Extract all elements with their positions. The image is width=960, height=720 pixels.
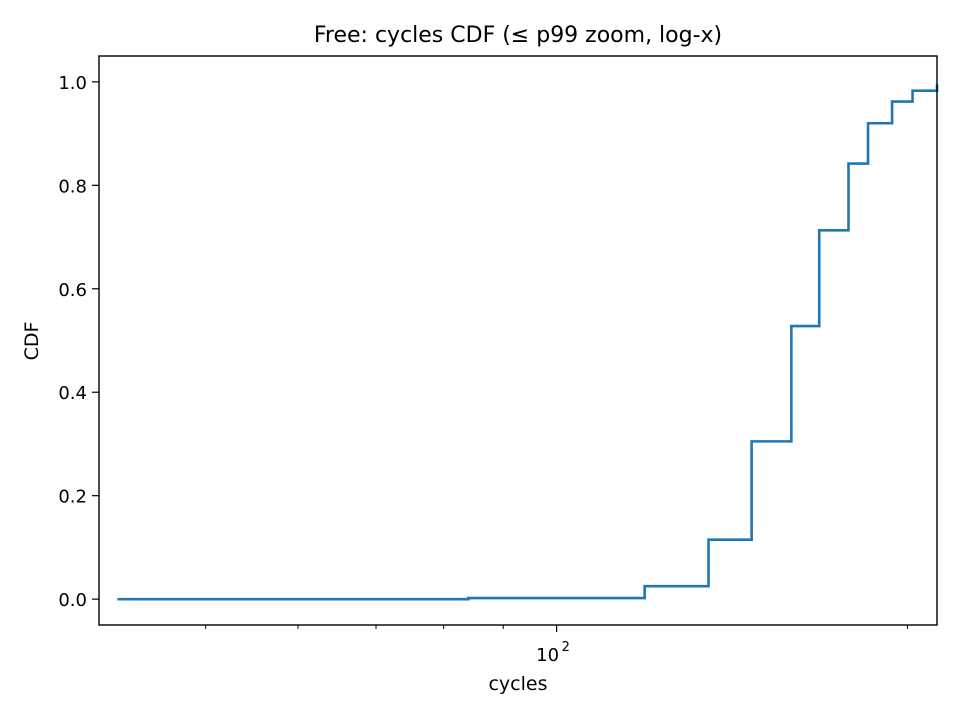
plot-frame — [98, 55, 938, 626]
y-axis-label: CDF — [21, 322, 43, 361]
y-axis-ticks: 0.0 0.2 0.4 0.6 0.8 1.0 — [58, 73, 99, 611]
y-tick-label: 0.6 — [58, 280, 87, 301]
x-tick-label-exponent: 2 — [562, 640, 570, 655]
x-axis-ticks: 10 2 — [205, 625, 909, 666]
x-axis-label: cycles — [488, 673, 547, 695]
y-tick-label: 0.4 — [58, 383, 87, 404]
series-layer — [117, 84, 939, 601]
y-tick-label: 0.8 — [58, 176, 87, 197]
y-tick-label: 0.2 — [58, 487, 87, 508]
y-tick-label: 0.0 — [58, 590, 87, 611]
cdf-step-line — [117, 84, 939, 601]
x-tick-label: 10 — [536, 645, 559, 666]
chart-title: Free: cycles CDF (≤ p99 zoom, log-x) — [314, 23, 722, 48]
y-tick-label: 1.0 — [58, 73, 87, 94]
